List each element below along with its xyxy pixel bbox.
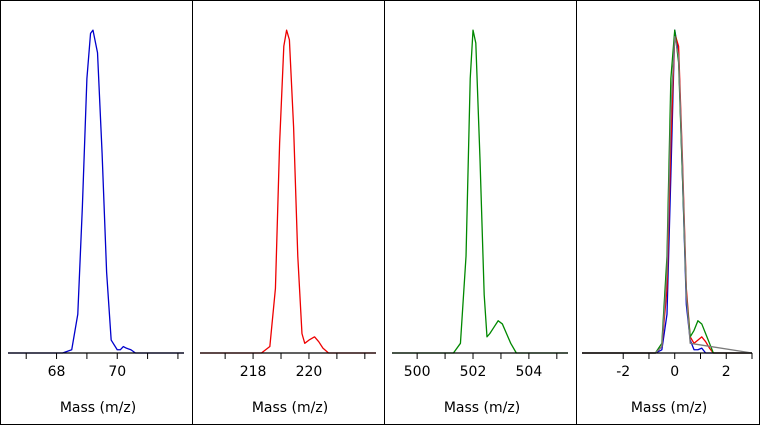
spectrum-panel-3: 500 502 504 Mass (m/z) [384,0,577,425]
spectrum-panel-4: -2 0 2 Mass (m/z) [576,0,760,425]
panel-frame [192,0,385,425]
x-tick-label: -2 [616,364,630,380]
x-tick-label: 220 [296,364,323,380]
x-tick-label: 502 [460,364,487,380]
panel-frame [0,0,193,425]
spectrum-panel-1: 68 70 Mass (m/z) [0,0,193,425]
x-axis-title: Mass (m/z) [60,400,136,416]
spectrum-panel-2: 218 220 Mass (m/z) [192,0,385,425]
spectrum-line-4 [582,35,753,354]
x-axis-title: Mass (m/z) [444,400,520,416]
x-tick-label: 0 [670,364,679,380]
spectrum-line-1 [8,29,184,354]
x-axis-title: Mass (m/z) [252,400,328,416]
spectrum-line-1 [392,29,568,354]
spectrum-line-1 [200,29,376,354]
x-tick-label: 218 [240,364,267,380]
panel-frame [384,0,577,425]
x-tick-label: 68 [48,364,66,380]
x-axis-title: Mass (m/z) [631,400,707,416]
x-tick-label: 2 [722,364,731,380]
x-tick-label: 500 [404,364,431,380]
x-tick-label: 504 [516,364,543,380]
x-tick-label: 70 [108,364,126,380]
